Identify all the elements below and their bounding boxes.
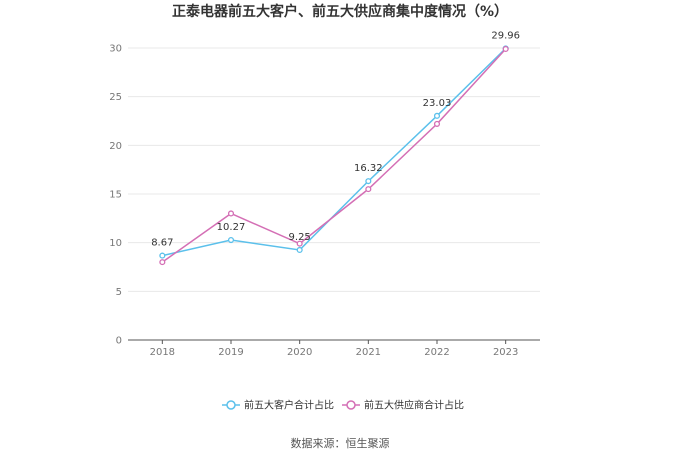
data-point[interactable] <box>365 186 372 193</box>
data-point[interactable] <box>227 236 235 244</box>
y-tick-label: 20 <box>109 141 122 152</box>
legend-item-label[interactable]: 前五大供应商合计占比 <box>364 399 464 412</box>
x-tick-label: 2020 <box>287 347 312 358</box>
source-note: 数据来源：恒生聚源 <box>291 436 390 450</box>
legend-marker-icon <box>226 400 236 410</box>
x-tick-label: 2019 <box>218 347 243 358</box>
y-tick-label: 0 <box>116 336 122 347</box>
data-point[interactable] <box>296 240 303 247</box>
data-point[interactable] <box>227 210 235 217</box>
y-tick-label: 5 <box>116 287 122 298</box>
y-tick-label: 30 <box>109 44 122 55</box>
x-tick-label: 2022 <box>424 347 449 358</box>
data-point[interactable] <box>433 120 441 127</box>
grid-lines <box>128 47 540 292</box>
series-line-1 <box>161 48 507 263</box>
x-tick-label: 2023 <box>493 347 518 358</box>
data-label: 8.67 <box>151 238 173 249</box>
series-line-0 <box>162 47 507 257</box>
y-axis: 0 5 10 15 20 25 30 <box>109 44 122 347</box>
data-point[interactable] <box>502 45 509 53</box>
x-tick-label: 2018 <box>150 347 175 358</box>
data-label: 23.03 <box>423 98 452 109</box>
data-label: 16.32 <box>354 163 383 174</box>
data-point[interactable] <box>433 112 441 119</box>
chart-title: 正泰电器前五大客户、前五大供应商集中度情况（%） <box>172 3 508 20</box>
data-labels: 8.67 10.27 9.25 16.32 23.03 29.96 <box>151 30 520 248</box>
data-label: 9.25 <box>289 232 311 243</box>
data-point[interactable] <box>159 252 166 259</box>
legend-marker-icon <box>346 400 356 410</box>
series-group <box>159 45 509 266</box>
x-axis: 2018 2019 2020 2021 2022 2023 <box>128 339 540 358</box>
y-tick-label: 25 <box>109 92 122 103</box>
data-point[interactable] <box>296 246 303 254</box>
data-point[interactable] <box>159 259 166 266</box>
x-tick-label: 2021 <box>356 347 381 358</box>
y-tick-label: 10 <box>109 238 122 249</box>
legend-item-label[interactable]: 前五大客户合计占比 <box>244 399 334 412</box>
data-point[interactable] <box>365 178 372 185</box>
data-label: 10.27 <box>217 222 246 233</box>
y-tick-label: 15 <box>109 190 122 201</box>
legend[interactable]: 前五大客户合计占比 前五大供应商合计占比 <box>222 399 464 412</box>
data-label: 29.96 <box>491 30 520 41</box>
